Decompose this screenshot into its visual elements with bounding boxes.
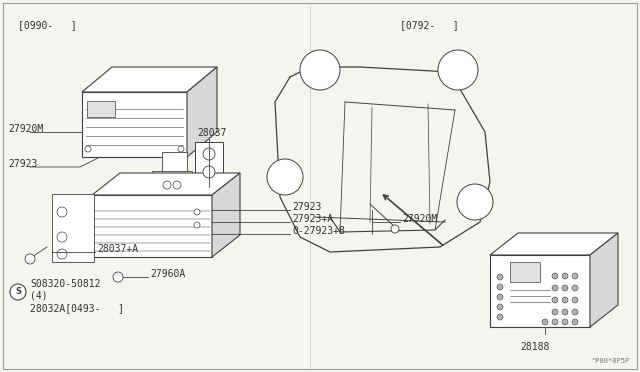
Circle shape (194, 222, 200, 228)
Circle shape (391, 225, 399, 233)
Circle shape (25, 254, 35, 264)
Polygon shape (92, 173, 240, 195)
Text: 27960A: 27960A (150, 269, 185, 279)
Circle shape (542, 319, 548, 325)
Circle shape (552, 319, 558, 325)
Circle shape (203, 148, 215, 160)
Text: S: S (15, 288, 21, 296)
Circle shape (552, 309, 558, 315)
Bar (195, 142, 223, 187)
Circle shape (572, 285, 578, 291)
Text: ^P80*0P5P: ^P80*0P5P (592, 358, 630, 364)
Circle shape (113, 272, 123, 282)
Circle shape (194, 209, 200, 215)
Polygon shape (82, 67, 217, 92)
Bar (152, 171, 192, 199)
Circle shape (572, 273, 578, 279)
Text: 27920M: 27920M (8, 124, 44, 134)
Circle shape (562, 319, 568, 325)
Circle shape (438, 50, 478, 90)
Circle shape (85, 146, 91, 152)
Text: 27923+A: 27923+A (292, 214, 333, 224)
Circle shape (497, 304, 503, 310)
Bar (87, 101, 115, 117)
Text: 0-27923+B: 0-27923+B (292, 226, 345, 236)
Circle shape (552, 297, 558, 303)
Bar (92, 195, 212, 257)
Circle shape (552, 273, 558, 279)
Circle shape (497, 274, 503, 280)
Circle shape (300, 50, 340, 90)
Circle shape (203, 166, 215, 178)
Circle shape (497, 284, 503, 290)
Circle shape (562, 309, 568, 315)
Bar (490, 255, 590, 327)
Circle shape (572, 319, 578, 325)
Circle shape (562, 285, 568, 291)
Circle shape (178, 146, 184, 152)
Circle shape (163, 181, 171, 189)
Circle shape (497, 314, 503, 320)
Text: 27923: 27923 (292, 202, 321, 212)
Circle shape (457, 184, 493, 220)
Bar (200, 185, 218, 199)
Circle shape (562, 273, 568, 279)
Circle shape (10, 284, 26, 300)
Text: [0792-   ]: [0792- ] (400, 20, 459, 30)
Circle shape (173, 181, 181, 189)
Text: S08320-50812: S08320-50812 (30, 279, 100, 289)
Text: [0990-   ]: [0990- ] (18, 20, 77, 30)
Circle shape (267, 159, 303, 195)
Polygon shape (212, 173, 240, 257)
Text: 27923: 27923 (8, 159, 37, 169)
Circle shape (552, 285, 558, 291)
Bar (510, 262, 540, 282)
Bar (162, 152, 187, 172)
Text: (4): (4) (30, 291, 47, 301)
Circle shape (572, 309, 578, 315)
Text: 27920M: 27920M (402, 214, 437, 224)
Bar (52, 194, 94, 262)
Circle shape (562, 297, 568, 303)
Text: 28032A[0493-   ]: 28032A[0493- ] (30, 303, 124, 313)
Circle shape (497, 294, 503, 300)
Text: 28037: 28037 (197, 128, 227, 138)
Bar (82, 92, 187, 157)
Polygon shape (187, 67, 217, 157)
Circle shape (57, 249, 67, 259)
Circle shape (57, 207, 67, 217)
Polygon shape (590, 233, 618, 327)
Text: 28037+A: 28037+A (97, 244, 138, 254)
Polygon shape (490, 233, 618, 255)
Circle shape (57, 232, 67, 242)
Text: 28188: 28188 (520, 342, 549, 352)
Circle shape (572, 297, 578, 303)
